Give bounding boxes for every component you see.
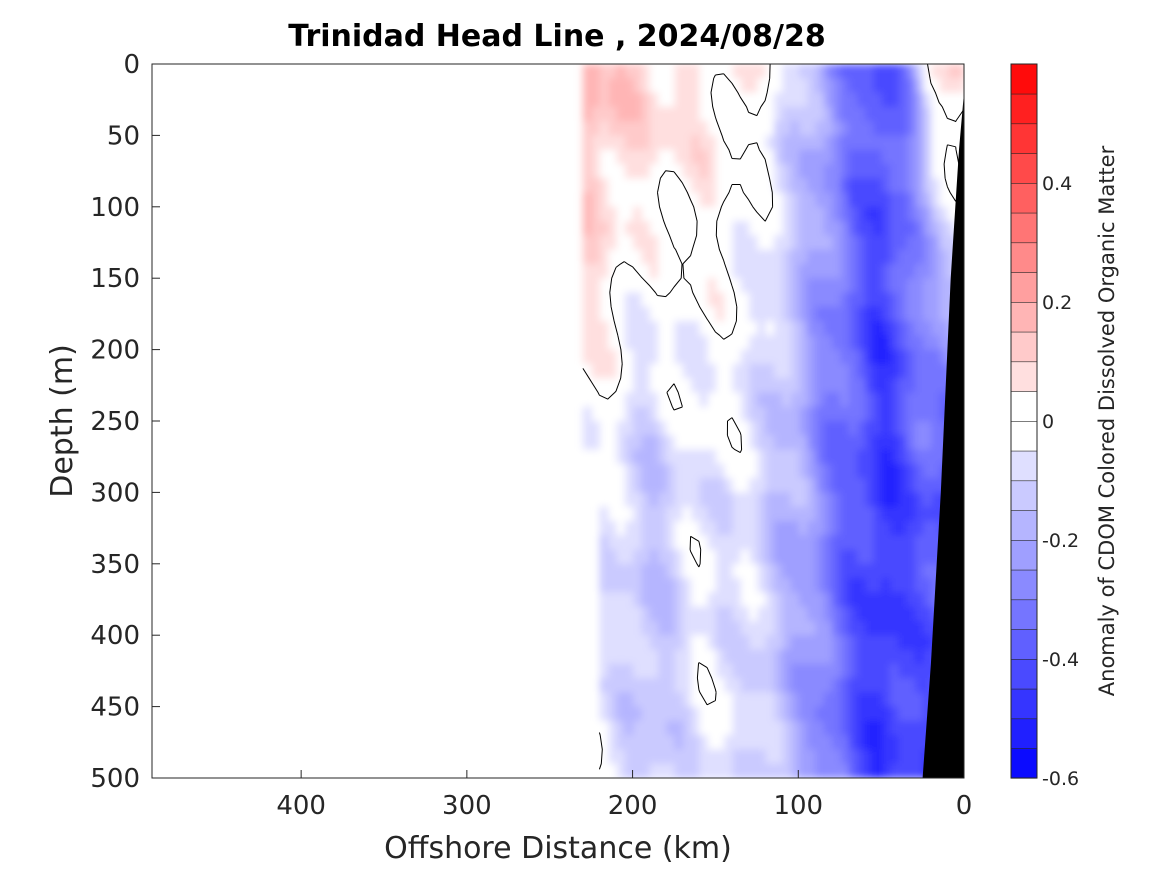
colorbar-segment	[1010, 509, 1038, 541]
y-tick-label: 450	[90, 693, 140, 723]
x-tick-label: 300	[442, 791, 492, 821]
anomaly-cells	[582, 64, 964, 778]
colorbar: -0.6 -0.4 -0.2 0 0.2 0.4	[1010, 63, 1079, 790]
colorbar-segment	[1010, 569, 1038, 601]
chart-title: Trinidad Head Line , 2024/08/28	[288, 19, 825, 54]
y-tick-label: 150	[90, 264, 140, 294]
plot-area: 400 300 200 100 0 0 50 100 150 200 250 300 350 400 45…	[90, 50, 972, 821]
y-tick-label: 400	[90, 621, 140, 651]
y-tick-label: 250	[90, 407, 140, 437]
x-tick-label: 0	[956, 791, 973, 821]
colorbar-segment	[1010, 182, 1038, 214]
y-tick-label: 200	[90, 336, 140, 366]
colorbar-segment	[1010, 628, 1038, 660]
colorbar-segment	[1010, 718, 1038, 749]
colorbar-segment	[1010, 450, 1038, 482]
colorbar-segment	[1010, 242, 1038, 273]
anomaly-field	[582, 64, 964, 778]
colorbar-segment	[1010, 747, 1038, 779]
x-axis-label: Offshore Distance (km)	[384, 831, 732, 866]
colorbar-segment	[1010, 688, 1038, 720]
y-tick-label: 100	[90, 193, 140, 223]
colorbar-tick-label: -0.6	[1042, 768, 1079, 790]
colorbar-segment	[1010, 480, 1038, 511]
colorbar-segment	[1010, 599, 1038, 630]
y-tick-label: 50	[107, 121, 140, 151]
y-tick-label: 350	[90, 550, 140, 580]
colorbar-segment	[1010, 212, 1038, 244]
colorbar-label: Anomaly of CDOM Colored Dissolved Organi…	[1095, 145, 1119, 696]
colorbar-segment	[1010, 152, 1038, 184]
colorbar-segment	[1010, 420, 1038, 452]
colorbar-tick-label: 0.2	[1042, 292, 1072, 314]
y-tick-label: 300	[90, 478, 140, 508]
x-tick-label: 200	[608, 791, 658, 821]
colorbar-tick-label: -0.4	[1042, 649, 1079, 671]
colorbar-segment	[1010, 123, 1038, 154]
colorbar-segment	[1010, 93, 1038, 125]
y-tick-label: 0	[123, 50, 140, 80]
colorbar-segment	[1010, 361, 1038, 392]
x-tick-label: 400	[276, 791, 326, 821]
colorbar-segment	[1010, 271, 1038, 303]
colorbar-segment	[1010, 539, 1038, 571]
colorbar-frame	[1010, 63, 1038, 779]
colorbar-segment	[1010, 658, 1038, 690]
colorbar-segment	[1010, 390, 1038, 422]
x-axis-ticks: 400 300 200 100 0	[276, 770, 972, 821]
colorbar-segment	[1010, 301, 1038, 333]
bathymetry-seafloor	[922, 64, 964, 778]
y-tick-label: 500	[90, 764, 140, 794]
y-axis-ticks: 0 50 100 150 200 250 300 350 400 450 500	[90, 50, 160, 794]
colorbar-segment	[1010, 331, 1038, 363]
colorbar-tick-label: 0.4	[1042, 173, 1072, 195]
y-axis-label: Depth (m)	[45, 344, 80, 498]
x-tick-label: 100	[773, 791, 823, 821]
colorbar-segment	[1010, 63, 1038, 95]
colorbar-tick-label: -0.2	[1042, 530, 1079, 552]
colorbar-tick-label: 0	[1042, 411, 1054, 433]
